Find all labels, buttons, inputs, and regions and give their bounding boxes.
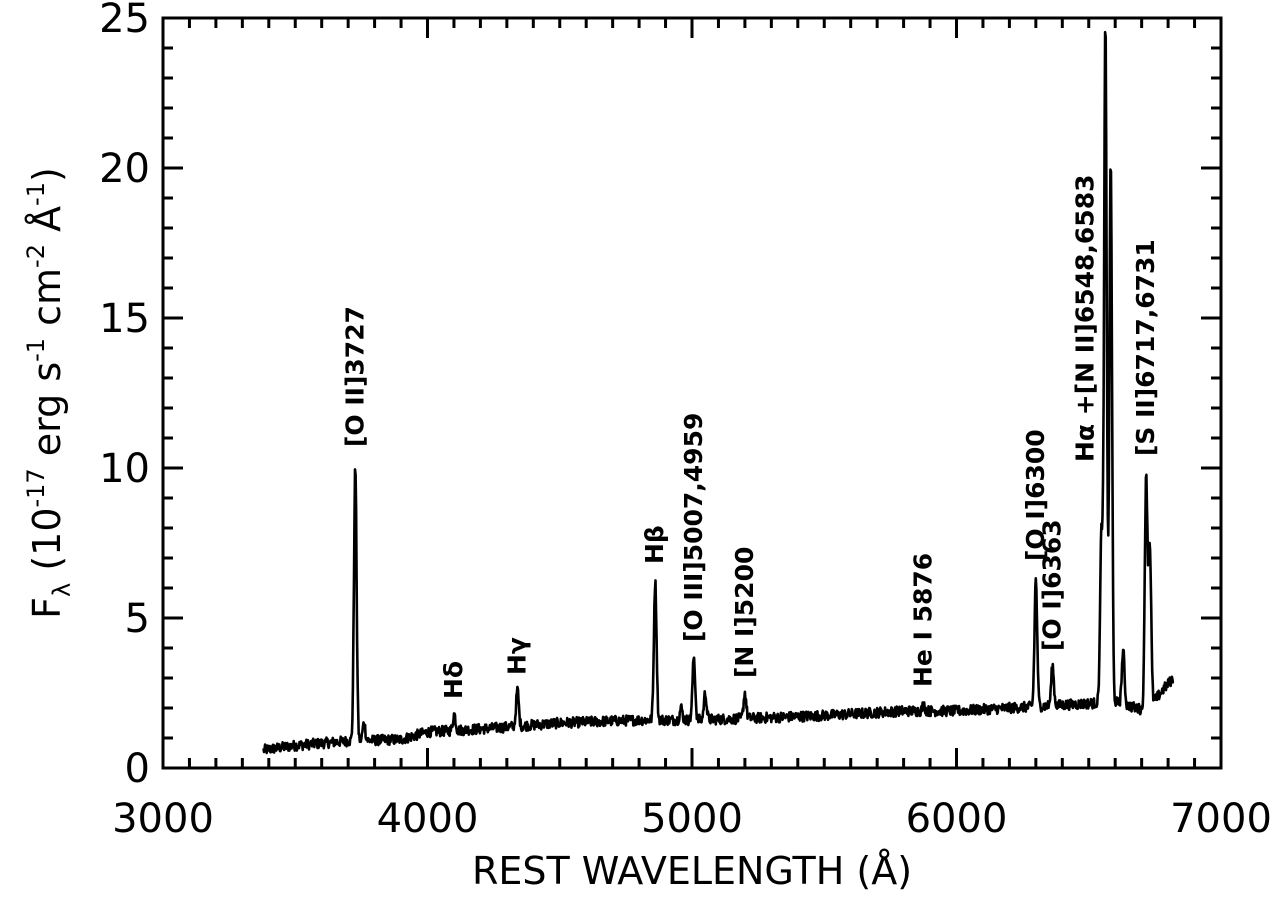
line-annotation: [O II]3727 [340, 306, 369, 447]
line-annotation: Hδ [439, 661, 468, 699]
x-tick-label: 6000 [906, 796, 1008, 842]
line-annotation: [O III]5007,4959 [679, 413, 708, 642]
line-annotation: Hβ [640, 525, 669, 564]
y-axis-title-mid3: Å [25, 206, 69, 244]
x-tick-label: 5000 [641, 796, 743, 842]
y-tick-label: 20 [99, 146, 150, 192]
axis-tick-labels: 3000 4000 5000 6000 7000 0 5 10 15 20 25 [99, 0, 1272, 842]
line-annotation: [N I]5200 [730, 547, 759, 678]
spectrum-line [262, 30, 1175, 755]
line-annotation: [O I]6363 [1038, 519, 1067, 651]
y-axis-title-exp2: -1 [22, 338, 50, 362]
y-axis-title-mid1: erg s [25, 362, 69, 468]
y-axis-title-main: F [25, 597, 69, 619]
line-annotation: He I 5876 [909, 553, 938, 687]
line-annotation: Hγ [502, 637, 531, 675]
x-tick-label: 4000 [377, 796, 479, 842]
y-tick-label: 0 [125, 746, 150, 792]
y-axis-title-mid2: cm [25, 268, 69, 338]
y-tick-label: 10 [99, 446, 150, 492]
line-annotation: [O I]6300 [1021, 429, 1050, 561]
x-tick-label: 3000 [112, 796, 214, 842]
y-axis-title-rest: (10 [25, 508, 69, 583]
axis-ticks [161, 16, 1223, 770]
y-axis-title-sub: λ [48, 583, 76, 597]
line-annotation: Hα +[N II]6548,6583 [1071, 175, 1100, 463]
line-annotation: [S II]6717,6731 [1131, 239, 1160, 456]
line-annotations: [O II]3727 Hδ Hγ Hβ [O III]5007,4959 [N I]520… [340, 175, 1160, 700]
x-tick-label: 7000 [1170, 796, 1272, 842]
y-tick-label: 5 [125, 596, 150, 642]
plot-frame [161, 16, 1223, 770]
y-axis-title-exp4: -1 [22, 182, 50, 206]
y-tick-label: 25 [99, 0, 150, 42]
y-axis-title-exp3: -2 [22, 244, 50, 268]
y-axis-title-end: ) [25, 167, 69, 182]
x-axis-title: REST WAVELENGTH (Å) [472, 849, 912, 893]
y-tick-label: 15 [99, 296, 150, 342]
y-axis-title-exp1: -17 [22, 468, 50, 507]
y-axis-title: Fλ (10-17 erg s-1 cm-2 Å-1) [22, 167, 76, 619]
